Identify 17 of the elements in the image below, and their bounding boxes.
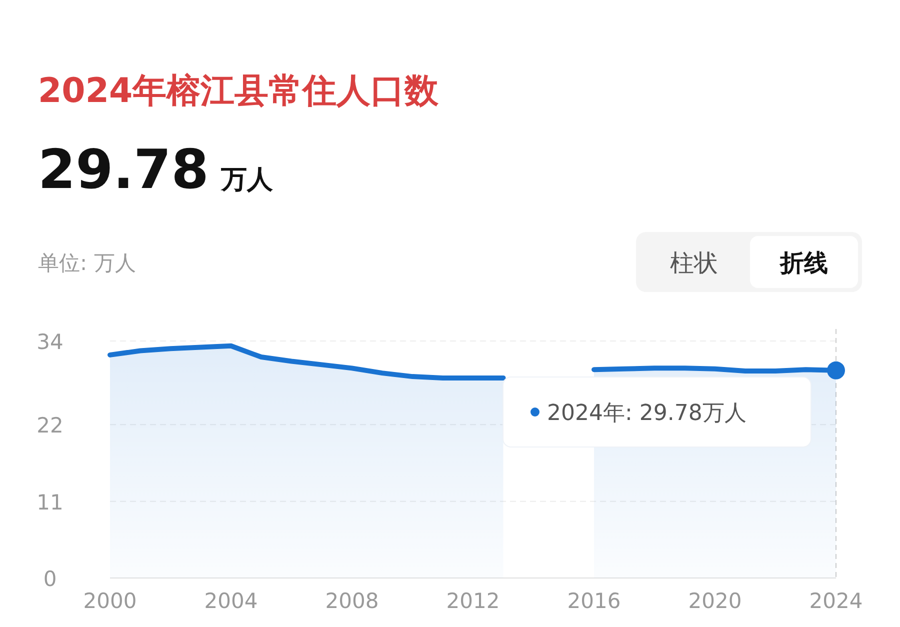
annotation: 2024年: 29.78万人	[547, 401, 746, 426]
x-tick-label: 2020	[688, 589, 742, 613]
y-tick-label: 0	[43, 567, 57, 591]
y-axis-title: 单位: 万人	[38, 251, 136, 275]
x-tick-label: 2000	[83, 589, 137, 613]
x-tick-label: 2008	[325, 589, 379, 613]
chart-subtitle: 29.78 万人	[38, 138, 274, 201]
x-tick-label: 2016	[567, 589, 621, 613]
text: 折线	[779, 249, 828, 277]
x-tick-label: 2012	[446, 589, 500, 613]
y-tick-label: 11	[36, 490, 64, 514]
y-tick-label: 34	[36, 330, 64, 354]
chart-title: 2024年榕江县常住人口数	[38, 71, 440, 111]
x-tick-label: 2024	[809, 589, 863, 613]
text: 柱状	[670, 249, 718, 277]
x-tick-label: 2004	[204, 589, 258, 613]
y-tick-label: 22	[36, 414, 64, 438]
